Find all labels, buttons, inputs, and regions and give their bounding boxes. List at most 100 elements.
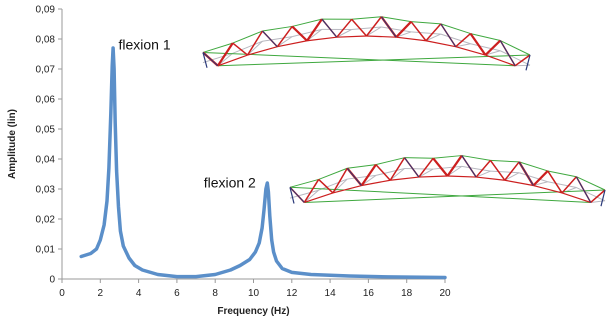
truss-red-member: [418, 175, 448, 178]
truss-red-member: [455, 46, 486, 56]
truss-red-member: [277, 40, 308, 48]
truss-red-member: [504, 161, 520, 181]
truss-red-member: [216, 42, 234, 67]
truss-end-post: [600, 189, 606, 207]
ticks: 0 2 4 6 8 10 12 14 16 18 20 0 0,01 0,02 0,03 0,04 0,05 0,…: [36, 5, 451, 300]
truss-red-member: [366, 35, 397, 38]
truss-mode-shape-1: [202, 16, 531, 71]
x-tick-label: 10: [248, 288, 260, 299]
truss-red-member: [561, 176, 577, 194]
truss-red-member: [395, 20, 412, 38]
truss-grey-member: [475, 170, 491, 178]
truss-navy-member: [321, 18, 338, 38]
truss-red-member: [396, 36, 427, 42]
y-tick-label: 0,08: [36, 35, 56, 46]
truss-green-chord: [217, 54, 531, 67]
truss-red-member: [504, 179, 534, 187]
truss-red-member: [410, 21, 427, 42]
truss-navy-member: [380, 16, 397, 38]
truss-green-chord: [292, 18, 323, 27]
truss-navy-member: [499, 40, 516, 67]
truss-grey-member: [366, 26, 382, 37]
truss-red-member: [232, 42, 249, 56]
truss-red-member: [446, 154, 463, 177]
truss-green-chord: [576, 176, 606, 191]
truss-grey-member: [381, 26, 412, 33]
truss-grey-member: [396, 31, 412, 38]
truss-navy-member: [518, 161, 534, 186]
truss-navy-member: [202, 52, 219, 67]
y-tick-label: 0,06: [36, 95, 56, 106]
truss-red-member: [336, 35, 367, 38]
y-tick-label: 0: [49, 275, 55, 286]
y-tick-label: 0,01: [36, 245, 56, 256]
truss-red-member: [361, 179, 391, 187]
truss-navy-member: [461, 155, 477, 178]
truss-red-member: [484, 39, 502, 56]
truss-green-chord: [500, 40, 531, 56]
truss-red-member: [469, 32, 487, 56]
truss-green-chord: [202, 42, 233, 53]
truss-red-member: [247, 46, 278, 56]
truss-grey-member: [418, 168, 434, 178]
truss-red-member: [390, 176, 419, 181]
truss-red-member: [351, 18, 368, 37]
truss-grey-member: [470, 43, 501, 52]
truss-green-chord: [375, 157, 405, 166]
truss-red-member: [514, 54, 531, 67]
truss-red-member: [332, 184, 362, 194]
y-axis-title: Amplitude (lin): [7, 109, 18, 179]
truss-grey-member: [411, 31, 441, 35]
truss-red-member: [455, 33, 472, 48]
truss-grey-member: [332, 178, 348, 194]
truss-green-chord: [440, 23, 471, 35]
truss-red-member: [217, 54, 248, 67]
truss-grey-member: [425, 33, 442, 42]
y-tick-label: 0,02: [36, 215, 56, 226]
truss-green-chord: [304, 189, 606, 203]
truss-red-member: [418, 157, 434, 178]
truss-green-chord: [232, 30, 263, 44]
truss-end-post: [202, 52, 208, 68]
truss-red-member: [360, 163, 377, 187]
y-tick-label: 0,09: [36, 5, 56, 16]
truss-red-member: [306, 36, 337, 42]
truss-red-member: [336, 18, 353, 38]
truss-navy-member: [346, 167, 362, 186]
truss-grey-member: [533, 181, 548, 187]
truss-red-member: [306, 18, 323, 42]
truss-green-chord: [347, 164, 376, 169]
truss-navy-member: [440, 23, 457, 47]
x-tick-label: 2: [98, 288, 104, 299]
truss-red-member: [533, 184, 563, 194]
truss-grey-member: [375, 167, 405, 176]
truss-grey-member: [318, 178, 348, 191]
annotations: flexion 1 flexion 2: [118, 37, 256, 191]
truss-red-member: [485, 54, 516, 67]
x-axis-title: Frequency (Hz): [217, 306, 289, 317]
truss-red-member: [389, 157, 406, 181]
truss-navy-member: [289, 186, 305, 203]
truss-grey-member: [455, 43, 471, 48]
truss-red-member: [489, 159, 506, 181]
truss-grey-member: [232, 40, 263, 54]
x-tick-label: 18: [401, 288, 413, 299]
truss-end-post: [525, 54, 531, 71]
truss-grey-member: [547, 181, 577, 189]
truss-grey-member: [347, 174, 376, 180]
truss-red-member: [304, 192, 334, 204]
truss-grey-member: [351, 26, 382, 30]
truss-red-member: [476, 176, 505, 181]
truss-green-chord: [289, 186, 591, 203]
y-tick-label: 0,07: [36, 65, 56, 76]
truss-grey-member: [262, 36, 293, 42]
truss-grey-member: [490, 170, 520, 174]
truss-red-member: [303, 179, 320, 203]
truss-navy-member: [404, 157, 420, 178]
annotation-label: flexion 2: [204, 175, 256, 191]
truss-grey-member: [518, 172, 548, 183]
x-tick-label: 6: [174, 288, 180, 299]
truss-navy-member: [262, 30, 278, 48]
truss-green-chord: [318, 167, 348, 180]
